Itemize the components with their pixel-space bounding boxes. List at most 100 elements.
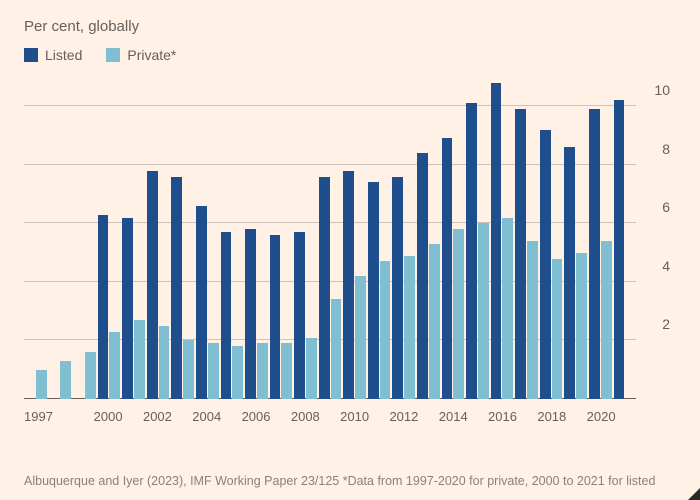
y-axis-tick-label: 6 [662, 199, 670, 215]
x-axis-tick-label: 1997 [24, 403, 53, 427]
x-axis-tick-label: 2012 [389, 403, 418, 427]
bar-private [355, 276, 366, 399]
bar-listed [417, 153, 428, 399]
x-axis-tick-label: 2002 [143, 403, 172, 427]
bar-listed [147, 171, 158, 399]
year-group [442, 77, 465, 399]
x-axis-tick-label [270, 403, 290, 427]
bar-private [576, 253, 587, 399]
chart-area: 246810 199720002002200420062008201020122… [24, 77, 636, 427]
bar-private [552, 259, 563, 400]
bar-private [232, 346, 243, 399]
year-group [24, 77, 47, 399]
year-group [122, 77, 145, 399]
bar-private [380, 261, 391, 399]
bar-listed [221, 232, 232, 399]
year-group [171, 77, 194, 399]
year-group [196, 77, 219, 399]
bar-private [453, 229, 464, 399]
year-group [515, 77, 538, 399]
year-group [245, 77, 268, 399]
year-group [491, 77, 514, 399]
bar-listed [368, 182, 379, 399]
x-axis-tick-label [566, 403, 586, 427]
y-axis-tick-label: 10 [654, 82, 670, 98]
bar-listed [98, 215, 109, 399]
x-axis-tick-label: 2020 [587, 403, 616, 427]
bar-listed [515, 109, 526, 399]
x-axis-tick-label [53, 403, 73, 427]
x-axis-tick-label: 2010 [340, 403, 369, 427]
x-axis-tick-label [468, 403, 488, 427]
legend-label-private: Private* [127, 47, 176, 63]
x-axis-tick-label [517, 403, 537, 427]
bar-listed [294, 232, 305, 399]
bar-listed [491, 83, 502, 399]
x-axis-tick-label [418, 403, 438, 427]
x-axis-tick-label [369, 403, 389, 427]
plot-region: 246810 [24, 77, 636, 399]
bar-private [208, 343, 219, 399]
year-group [294, 77, 317, 399]
y-axis-tick-label: 4 [662, 258, 670, 274]
bar-private [306, 338, 317, 399]
bar-listed [589, 109, 600, 399]
chart-subtitle: Per cent, globally [24, 18, 676, 35]
bar-private [502, 218, 513, 399]
bar-private [601, 241, 612, 399]
bar-private [331, 299, 342, 399]
bar-listed [319, 177, 330, 399]
year-group [614, 77, 637, 399]
bar-listed [614, 100, 625, 399]
x-axis-tick-label: 2000 [94, 403, 123, 427]
bar-listed [122, 218, 133, 399]
bar-listed [540, 130, 551, 399]
year-group [466, 77, 489, 399]
x-axis-tick-label [123, 403, 143, 427]
bar-listed [343, 171, 354, 399]
source-attribution: Albuquerque and Iyer (2023), IMF Working… [24, 473, 676, 490]
x-axis-tick-label [320, 403, 340, 427]
legend-label-listed: Listed [45, 47, 82, 63]
legend-swatch-private [106, 48, 120, 62]
bar-listed [245, 229, 256, 399]
bar-private [429, 244, 440, 399]
year-group [540, 77, 563, 399]
bar-private [404, 256, 415, 399]
x-axis-tick-label: 2004 [192, 403, 221, 427]
year-group [73, 77, 96, 399]
year-group [589, 77, 612, 399]
bar-private [257, 343, 268, 399]
bar-listed [392, 177, 403, 399]
y-axis-tick-label: 2 [662, 316, 670, 332]
bar-private [527, 241, 538, 399]
bar-private [85, 352, 96, 399]
year-group [319, 77, 342, 399]
year-group [417, 77, 440, 399]
bar-listed [564, 147, 575, 399]
legend: Listed Private* [24, 47, 676, 63]
bar-listed [442, 138, 453, 399]
legend-item-private: Private* [106, 47, 176, 63]
bars-container [24, 77, 636, 399]
y-axis-tick-label: 8 [662, 141, 670, 157]
legend-swatch-listed [24, 48, 38, 62]
bar-private [183, 340, 194, 399]
bar-private [478, 223, 489, 399]
bar-private [134, 320, 145, 399]
x-axis-tick-label [616, 403, 636, 427]
year-group [221, 77, 244, 399]
x-axis-tick-label: 2006 [242, 403, 271, 427]
bar-listed [171, 177, 182, 399]
year-group [147, 77, 170, 399]
bar-private [281, 343, 292, 399]
x-axis-tick-label: 2014 [439, 403, 468, 427]
year-group [98, 77, 121, 399]
x-axis-tick-label: 2016 [488, 403, 517, 427]
bar-listed [196, 206, 207, 399]
x-axis-tick-label: 2018 [537, 403, 566, 427]
year-group [270, 77, 293, 399]
bar-private [36, 370, 47, 399]
corner-flag-icon [688, 488, 700, 500]
year-group [564, 77, 587, 399]
